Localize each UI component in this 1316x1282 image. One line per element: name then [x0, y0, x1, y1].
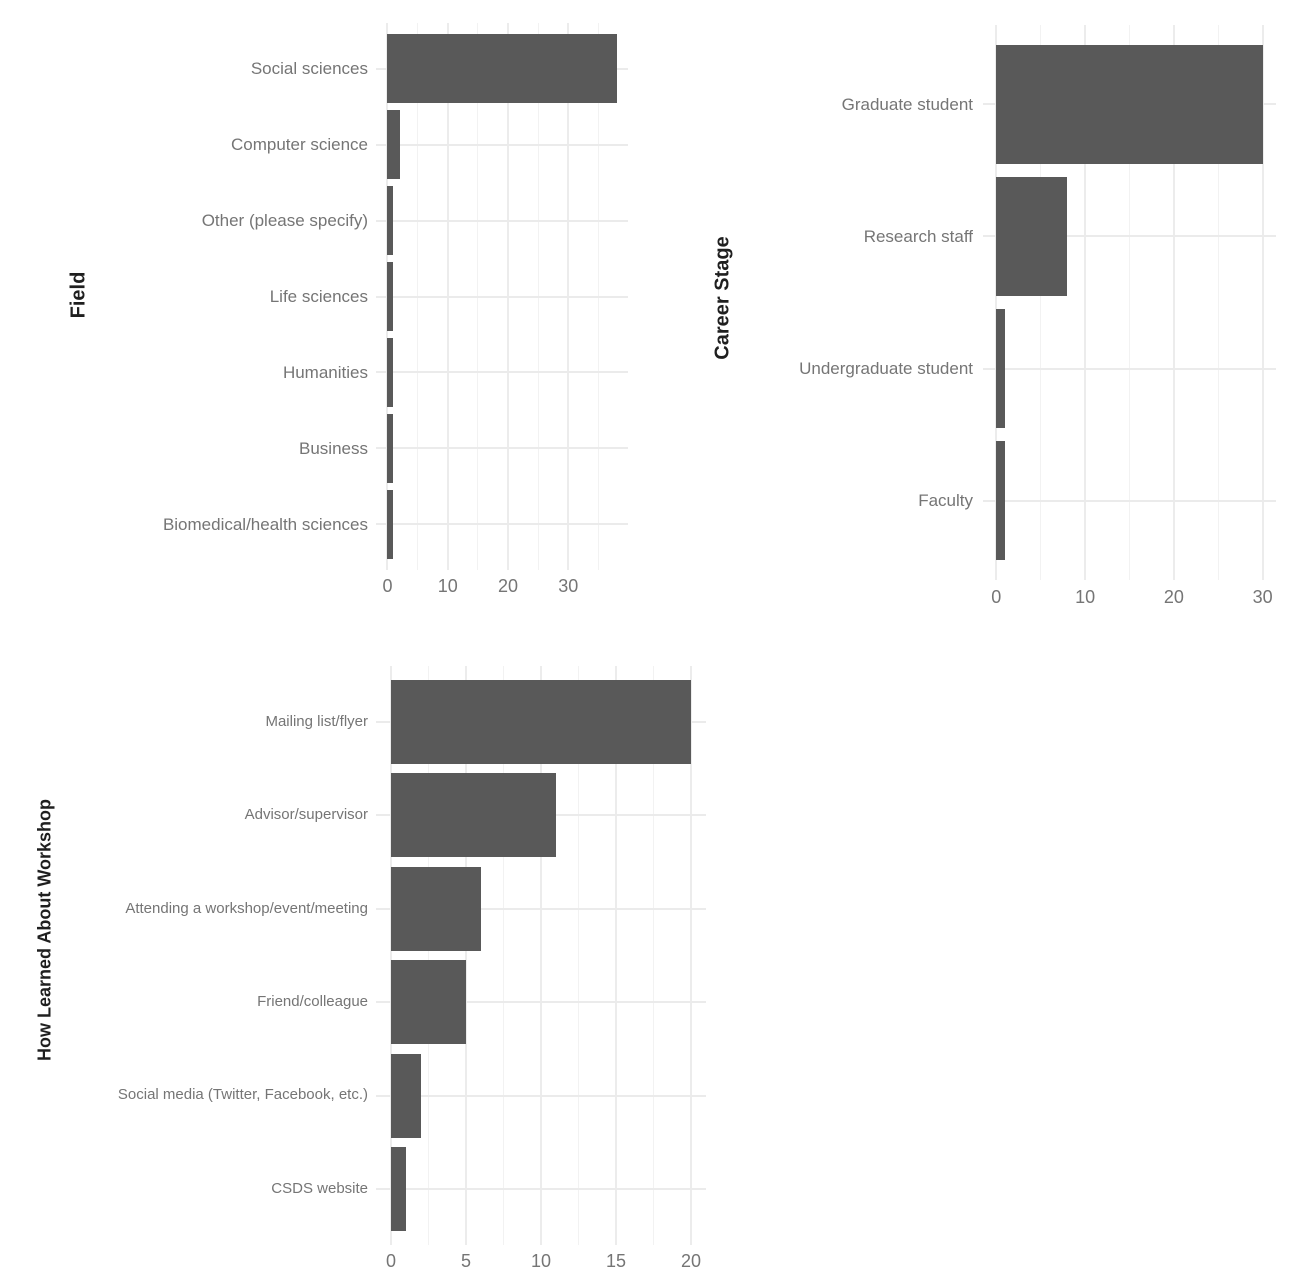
bar-social-sciences [387, 34, 617, 103]
gridline-y [376, 1094, 706, 1097]
bar-csds-website [391, 1146, 406, 1231]
category-label: Undergraduate student [799, 359, 973, 379]
gridline-y [983, 499, 1276, 502]
plot-panel-how-learned [376, 666, 706, 1245]
gridline-x-minor [1217, 25, 1219, 580]
bar-faculty [996, 441, 1006, 561]
x-tick-label: 10 [1075, 587, 1096, 607]
gridline-y [983, 235, 1276, 238]
gridline-y [376, 447, 628, 450]
bar-humanities [387, 338, 394, 407]
x-tick-label: 0 [385, 1251, 397, 1271]
gridline-x-minor [578, 666, 579, 1245]
gridline-y [376, 219, 628, 222]
category-label: Research staff [863, 226, 973, 246]
gridline-x-major [615, 666, 617, 1245]
gridline-y [376, 1001, 706, 1004]
bar-mailing-list-flyer [391, 680, 691, 765]
plot-panel-field [376, 23, 628, 570]
category-label: Business [299, 438, 368, 458]
bar-computer-science [387, 110, 400, 179]
gridline-y [376, 523, 628, 526]
x-tick-label: 5 [460, 1251, 472, 1271]
category-label: Computer science [230, 135, 368, 154]
category-label: Attending a workshop/event/meeting [125, 899, 368, 917]
gridline-y [376, 371, 628, 374]
gridline-x-major [1084, 25, 1087, 580]
category-label: Advisor/supervisor [244, 806, 368, 824]
gridline-x-major [390, 666, 392, 1245]
gridline-y [376, 907, 706, 910]
category-label: Humanities [282, 362, 368, 382]
gridline-y [376, 143, 628, 146]
bar-friend-colleague [391, 960, 466, 1045]
x-tick-label: 10 [530, 1251, 552, 1271]
x-tick-label: 0 [991, 587, 1002, 607]
bar-business [387, 414, 394, 483]
bar-research-staff [996, 176, 1068, 296]
gridline-x-major [465, 666, 467, 1245]
category-label: Friend/colleague [257, 992, 368, 1010]
x-tick-label: 30 [558, 576, 579, 596]
bar-social-media-twitter-facebook-etc [391, 1053, 421, 1138]
category-label: Life sciences [269, 286, 368, 306]
gridline-y [376, 1187, 706, 1190]
gridline-x-major [540, 666, 542, 1245]
bar-graduate-student [996, 44, 1263, 164]
bar-other-please-specify [387, 186, 394, 255]
category-label: Graduate student [841, 94, 973, 114]
category-label: Biomedical/health sciences [162, 514, 368, 534]
x-tick-label: 30 [1252, 587, 1273, 607]
y-axis-title-how-learned: How Learned About Workshop [34, 798, 55, 1062]
category-label: Social sciences [250, 59, 368, 79]
bar-undergraduate-student [996, 309, 1006, 429]
bar-advisor-supervisor [391, 773, 556, 858]
bar-biomedical-health-sciences [387, 490, 394, 559]
gridline-x-minor [428, 666, 429, 1245]
x-tick-label: 15 [605, 1251, 627, 1271]
gridline-x-major [690, 666, 692, 1245]
gridline-x-major [1261, 25, 1264, 580]
gridline-x-major [995, 25, 998, 580]
gridline-x-major [1172, 25, 1175, 580]
x-tick-label: 0 [382, 576, 393, 596]
category-label: Mailing list/flyer [265, 712, 368, 730]
gridline-y [376, 295, 628, 298]
gridline-x-minor [1040, 25, 1042, 580]
category-label: Faculty [918, 491, 973, 511]
gridline-x-minor [503, 666, 504, 1245]
x-tick-label: 20 [680, 1251, 702, 1271]
category-label: Social media (Twitter, Facebook, etc.) [117, 1086, 368, 1104]
category-label: CSDS website [271, 1179, 368, 1197]
gridline-y [983, 367, 1276, 370]
bar-life-sciences [387, 262, 394, 331]
x-tick-label: 20 [498, 576, 519, 596]
gridline-x-minor [1129, 25, 1130, 580]
x-tick-label: 20 [1163, 587, 1184, 607]
bar-attending-a-workshop-event-meeting [391, 866, 481, 951]
category-label: Other (please specify) [201, 210, 368, 230]
plot-panel-career-stage [983, 25, 1276, 580]
gridline-x-minor [653, 666, 654, 1245]
x-tick-label: 10 [437, 576, 458, 596]
